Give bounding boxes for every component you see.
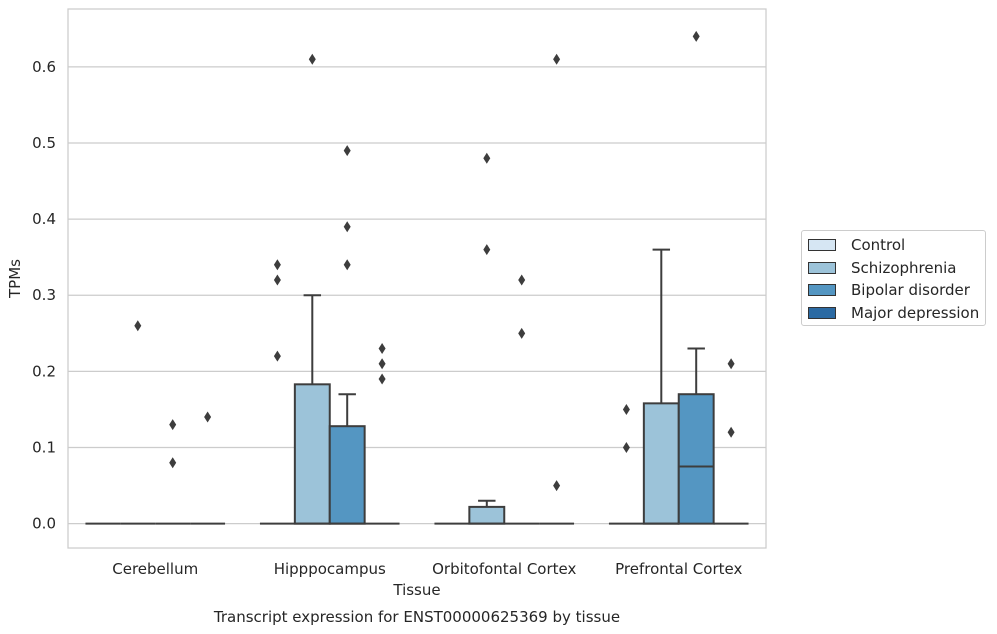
outlier-major-depression-orbitofontal-cortex-0 xyxy=(553,480,561,492)
x-axis-label: Tissue xyxy=(392,581,440,599)
outlier-bipolar-disorder-cerebellum-0 xyxy=(169,457,177,469)
outlier-bipolar-disorder-hipppocampus-2 xyxy=(343,145,351,157)
x-tick-label-prefrontal-cortex: Prefrontal Cortex xyxy=(615,560,742,578)
legend-swatch-control xyxy=(808,239,836,251)
box-bipolar-disorder-hipppocampus xyxy=(328,393,366,525)
y-tick-label-0.2: 0.2 xyxy=(32,362,56,380)
legend-item-major-depression: Major depression xyxy=(808,303,979,323)
outlier-bipolar-disorder-hipppocampus-0 xyxy=(343,259,351,271)
legend: Control Schizophrenia Bipolar disorder M… xyxy=(801,230,986,326)
outlier-major-depression-hipppocampus-2 xyxy=(378,343,386,355)
box-body-bipolar-disorder-hipppocampus xyxy=(328,425,366,525)
box-series-layer xyxy=(85,248,749,525)
x-tick-label-hipppocampus: Hipppocampus xyxy=(274,560,386,578)
box-schizophrenia-orbitofontal-cortex xyxy=(468,499,506,525)
outlier-major-depression-hipppocampus-1 xyxy=(378,358,386,370)
outlier-bipolar-disorder-prefrontal-cortex-0 xyxy=(692,30,700,42)
outlier-major-depression-cerebellum-0 xyxy=(204,411,212,423)
box-schizophrenia-hipppocampus xyxy=(293,294,331,525)
outlier-schizophrenia-cerebellum-0 xyxy=(134,320,142,332)
outlier-bipolar-disorder-orbitofontal-cortex-0 xyxy=(518,327,526,339)
box-schizophrenia-prefrontal-cortex xyxy=(642,248,680,525)
outlier-schizophrenia-orbitofontal-cortex-1 xyxy=(483,152,491,164)
legend-item-control: Control xyxy=(808,235,905,255)
y-tick-labels: 0.0 0.1 0.2 0.3 0.4 0.5 0.6 xyxy=(32,58,56,533)
outlier-bipolar-disorder-hipppocampus-1 xyxy=(343,221,351,233)
y-tick-label-0.5: 0.5 xyxy=(32,134,56,152)
legend-label-bipolar-disorder: Bipolar disorder xyxy=(851,281,970,299)
legend-label-control: Control xyxy=(851,236,906,254)
legend-label-major-depression: Major depression xyxy=(851,304,980,322)
outlier-control-prefrontal-cortex-0 xyxy=(622,442,630,454)
box-body-schizophrenia-orbitofontal-cortex xyxy=(468,505,506,525)
outlier-control-hipppocampus-2 xyxy=(273,259,281,271)
box-bipolar-disorder-prefrontal-cortex xyxy=(677,347,715,525)
y-tick-label-0.6: 0.6 xyxy=(32,58,56,76)
outlier-bipolar-disorder-orbitofontal-cortex-1 xyxy=(518,274,526,286)
outlier-control-hipppocampus-1 xyxy=(273,274,281,286)
outlier-control-prefrontal-cortex-1 xyxy=(622,403,630,415)
box-body-bipolar-disorder-prefrontal-cortex xyxy=(677,393,715,525)
y-axis-label: TPMs xyxy=(6,259,24,299)
legend-swatch-major-depression xyxy=(808,307,836,319)
outlier-major-depression-hipppocampus-0 xyxy=(378,373,386,385)
outlier-major-depression-prefrontal-cortex-0 xyxy=(727,426,735,438)
outlier-major-depression-orbitofontal-cortex-1 xyxy=(553,53,561,65)
chart-title: Transcript expression for ENST0000062536… xyxy=(213,608,620,626)
x-tick-label-cerebellum: Cerebellum xyxy=(112,560,198,578)
outlier-schizophrenia-hipppocampus-0 xyxy=(308,53,316,65)
x-tick-labels: Cerebellum Hipppocampus Orbitofontal Corte… xyxy=(112,560,742,578)
box-body-schizophrenia-hipppocampus xyxy=(293,383,331,525)
x-tick-label-orbitofontal-cortex: Orbitofontal Cortex xyxy=(432,560,576,578)
legend-item-bipolar-disorder: Bipolar disorder xyxy=(808,280,970,300)
y-tick-label-0.0: 0.0 xyxy=(32,515,56,533)
box-body-schizophrenia-prefrontal-cortex xyxy=(642,402,680,525)
outlier-control-hipppocampus-0 xyxy=(273,350,281,362)
legend-label-schizophrenia: Schizophrenia xyxy=(851,259,957,277)
outlier-major-depression-prefrontal-cortex-1 xyxy=(727,358,735,370)
legend-swatch-schizophrenia xyxy=(808,262,836,274)
outlier-layer xyxy=(134,30,735,492)
y-tick-label-0.4: 0.4 xyxy=(32,210,56,228)
plot-frame xyxy=(67,8,767,549)
outlier-schizophrenia-orbitofontal-cortex-0 xyxy=(483,244,491,256)
y-tick-label-0.1: 0.1 xyxy=(32,439,56,457)
legend-swatch-bipolar-disorder xyxy=(808,284,836,296)
gridlines xyxy=(68,66,766,525)
legend-item-schizophrenia: Schizophrenia xyxy=(808,258,956,278)
y-tick-label-0.3: 0.3 xyxy=(32,286,56,304)
outlier-bipolar-disorder-cerebellum-1 xyxy=(169,419,177,431)
